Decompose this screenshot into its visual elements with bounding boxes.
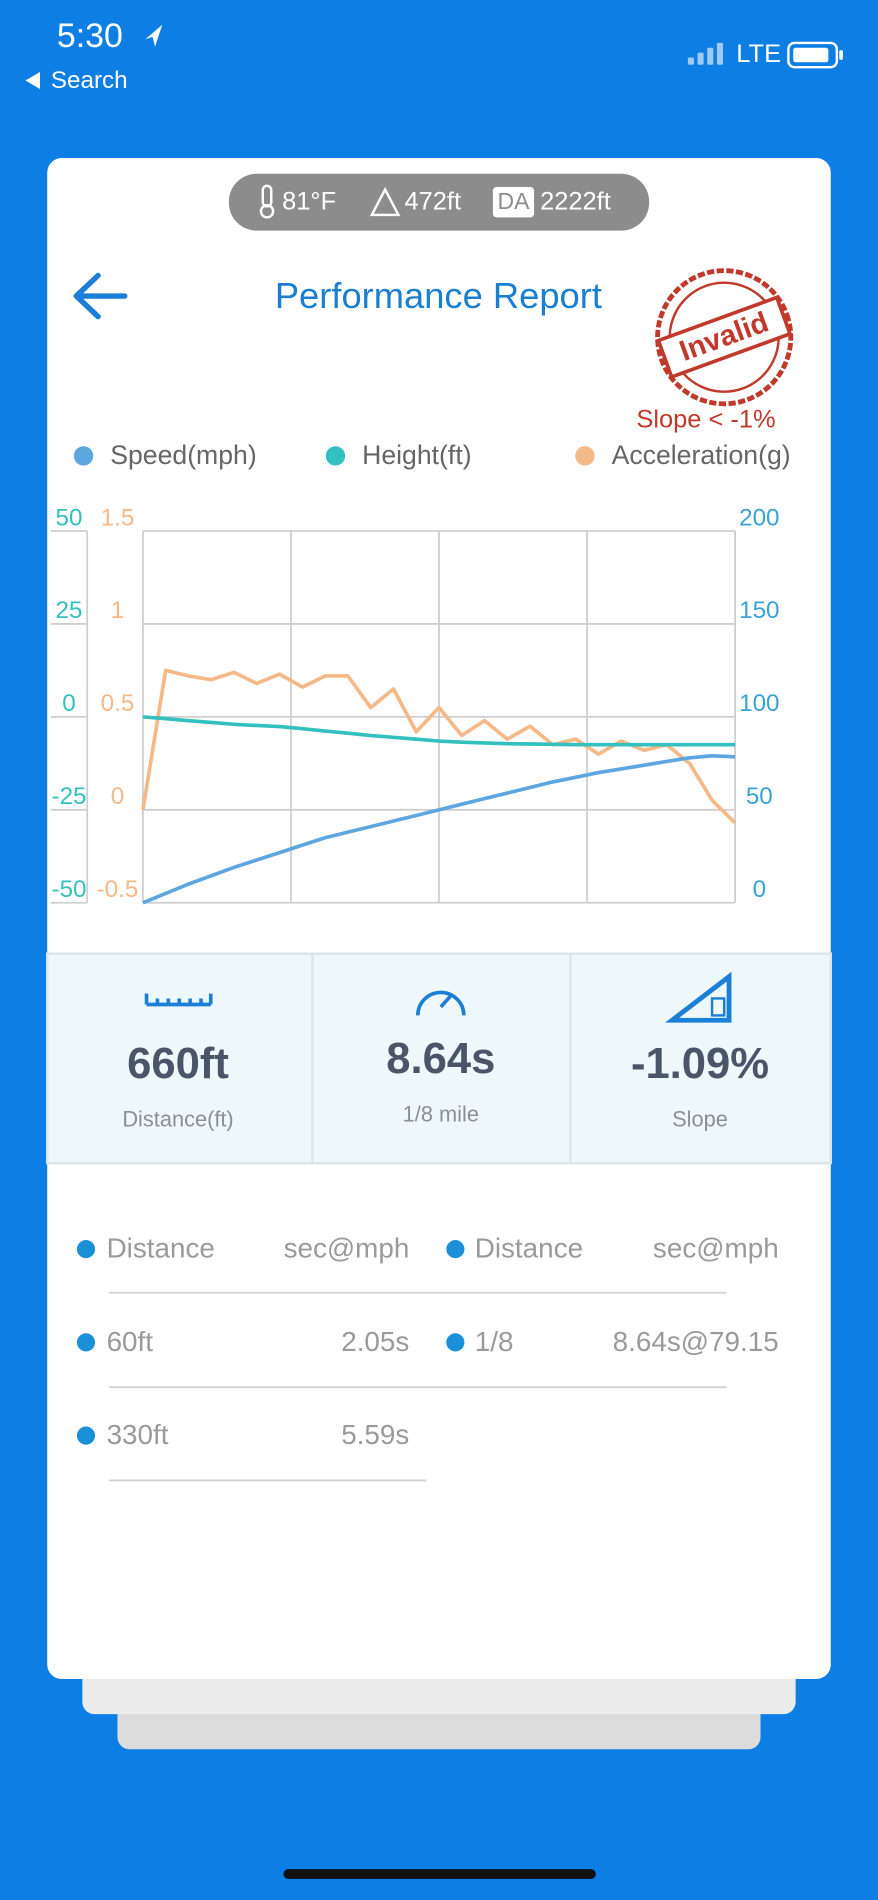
distance-icon (144, 993, 213, 1007)
row-bullet (76, 1240, 96, 1259)
stat-label: 1/8 mile (403, 1102, 479, 1127)
y-tick-label: 200 (739, 504, 779, 531)
row-bullet (446, 1240, 465, 1259)
table-cell: sec@mph (653, 1233, 779, 1264)
row-bullet (76, 1333, 96, 1352)
table-cell: 330ft (107, 1419, 169, 1450)
table-cell: 8.64s@79.15 (613, 1326, 779, 1357)
series-line (142, 754, 736, 905)
table-cell: sec@mph (284, 1233, 410, 1264)
stat-label: Slope (672, 1107, 728, 1132)
back-label[interactable]: Search (51, 67, 128, 94)
table-cell: 5.59s (341, 1419, 409, 1450)
density-altitude: 2222ft (540, 188, 611, 216)
stats-panel (46, 952, 832, 1165)
battery-icon (787, 41, 843, 69)
back-arrow[interactable] (73, 272, 128, 320)
y-tick-label: 1.5 (101, 504, 135, 531)
legend-label: Acceleration(g) (612, 440, 791, 470)
legend-label: Speed(mph) (110, 440, 257, 470)
y-tick-label: 50 (56, 504, 83, 531)
da-badge (492, 187, 535, 218)
back-triangle (25, 72, 40, 89)
report-card (47, 157, 831, 1680)
stat-value: 660ft (127, 1040, 229, 1088)
slope-icon (664, 971, 732, 1023)
y-tick-label: 150 (739, 597, 779, 624)
split-table: Distance sec@mph Distance sec@mph 60ft 2.05s 1… (76, 1233, 779, 1482)
thermometer-icon (259, 184, 275, 219)
chart: Speed(mph) Height(ft) Acceleration(g) 50 25 0… (50, 440, 791, 905)
table-cell: 1/8 (475, 1326, 514, 1357)
legend-marker (575, 446, 595, 466)
elevation: 472ft (404, 188, 461, 216)
legend-label: Height(ft) (362, 440, 472, 470)
table-cell: 2.05s (341, 1326, 409, 1357)
stat-value: 8.64s (386, 1035, 495, 1083)
y-tick-label: -50 (52, 876, 87, 903)
series-line (141, 668, 737, 825)
da-label: DA (498, 188, 531, 214)
stamp-note: Slope < -1% (636, 405, 775, 433)
y-tick-label: 0.5 (101, 690, 135, 717)
legend-marker (73, 446, 94, 466)
y-tick-label: 0 (111, 783, 124, 810)
location-icon (145, 24, 163, 47)
speedometer-icon (415, 990, 466, 1016)
legend-marker (325, 446, 346, 466)
back-to-search[interactable]: Search (25, 67, 128, 94)
home-indicator (283, 1869, 596, 1879)
table-cell: 60ft (107, 1326, 154, 1357)
y-tick-label: -25 (52, 783, 87, 810)
signal-icon (687, 42, 723, 65)
row-bullet (76, 1426, 96, 1445)
temperature: 81°F (282, 188, 336, 216)
y-tick-label: 25 (56, 597, 83, 624)
page-title: Performance Report (275, 275, 602, 316)
y-tick-label: 1 (111, 597, 124, 624)
y-tick-label: 0 (753, 876, 766, 903)
elevation-icon (369, 186, 401, 217)
clock: 5:30 (57, 17, 123, 55)
series-line (142, 715, 736, 747)
y-tick-label: 100 (739, 690, 779, 717)
conditions-pill (228, 173, 650, 231)
network-type: LTE (736, 40, 781, 68)
y-tick-label: 50 (746, 783, 773, 810)
y-tick-label: 0 (62, 690, 75, 717)
stat-value: -1.09% (631, 1040, 769, 1088)
table-cell: Distance (107, 1233, 215, 1264)
y-tick-label: -0.5 (97, 876, 139, 903)
row-bullet (446, 1333, 465, 1352)
table-cell: Distance (475, 1233, 583, 1264)
stat-label: Distance(ft) (122, 1107, 233, 1132)
